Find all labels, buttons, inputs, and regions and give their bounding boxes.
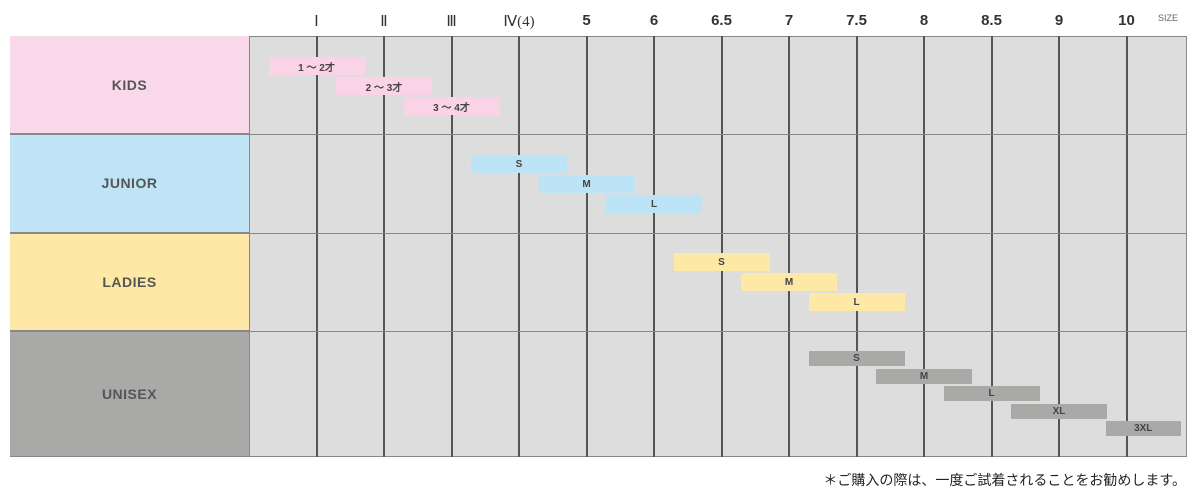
x-axis-label: SIZE xyxy=(1158,13,1179,23)
row-divider xyxy=(10,331,1187,332)
row-label-ladies: LADIES xyxy=(10,233,249,331)
grid-line xyxy=(1125,36,1128,457)
row-label-junior: JUNIOR xyxy=(10,134,249,233)
row-label-kids: KIDS xyxy=(10,36,249,134)
grid-line xyxy=(518,36,520,457)
grid-line xyxy=(923,36,925,457)
chart-grid xyxy=(249,36,1187,457)
x-tick-label: 8 xyxy=(919,12,929,29)
x-tick-label: Ⅳ(4) xyxy=(503,14,535,30)
size-range-bar: L xyxy=(943,386,1040,401)
x-tick-label: 9 xyxy=(1054,12,1064,29)
x-tick-label: 6 xyxy=(649,12,659,29)
grid-line xyxy=(450,36,453,457)
x-tick-label: 7.5 xyxy=(846,12,867,29)
size-range-bar: M xyxy=(538,175,635,193)
size-range-bar: 3XL xyxy=(1105,421,1181,436)
size-range-bar: M xyxy=(876,368,972,384)
grid-line xyxy=(653,36,655,457)
size-range-bar: L xyxy=(808,293,905,311)
x-tick-label: Ⅱ xyxy=(380,14,388,30)
size-range-bar: S xyxy=(471,155,567,173)
grid-line xyxy=(585,36,588,457)
size-range-bar: 2 ～ 3才 xyxy=(336,77,432,95)
grid-line xyxy=(720,36,723,457)
row-divider xyxy=(10,233,1187,234)
x-tick-label: 5 xyxy=(582,12,591,29)
size-range-bar: M xyxy=(741,273,837,291)
footnote: ＊ご購入の際は、一度ご試着されることをお勧めします。 xyxy=(823,473,1186,489)
size-range-bar: S xyxy=(673,253,770,271)
x-tick-label: Ⅲ xyxy=(446,14,457,30)
size-range-bar: 3 ～ 4才 xyxy=(403,97,500,115)
size-range-bar: 1 ～ 2才 xyxy=(268,57,365,75)
grid-line xyxy=(383,36,385,457)
x-tick-label: 6.5 xyxy=(711,12,732,29)
grid-line xyxy=(1058,36,1060,457)
size-range-bar: XL xyxy=(1011,403,1107,419)
x-tick-label: 7 xyxy=(784,12,794,29)
x-tick-label: 10 xyxy=(1118,12,1135,29)
grid-line xyxy=(855,36,858,457)
size-range-bar: S xyxy=(808,351,905,366)
grid-line xyxy=(315,36,318,457)
row-label-unisex: UNISEX xyxy=(10,331,249,457)
x-tick-label: 8.5 xyxy=(981,12,1002,29)
size-range-bar: L xyxy=(606,195,702,213)
x-tick-label: Ⅰ xyxy=(314,14,319,30)
row-divider xyxy=(10,134,1187,135)
grid-line xyxy=(788,36,790,457)
grid-line xyxy=(990,36,993,457)
